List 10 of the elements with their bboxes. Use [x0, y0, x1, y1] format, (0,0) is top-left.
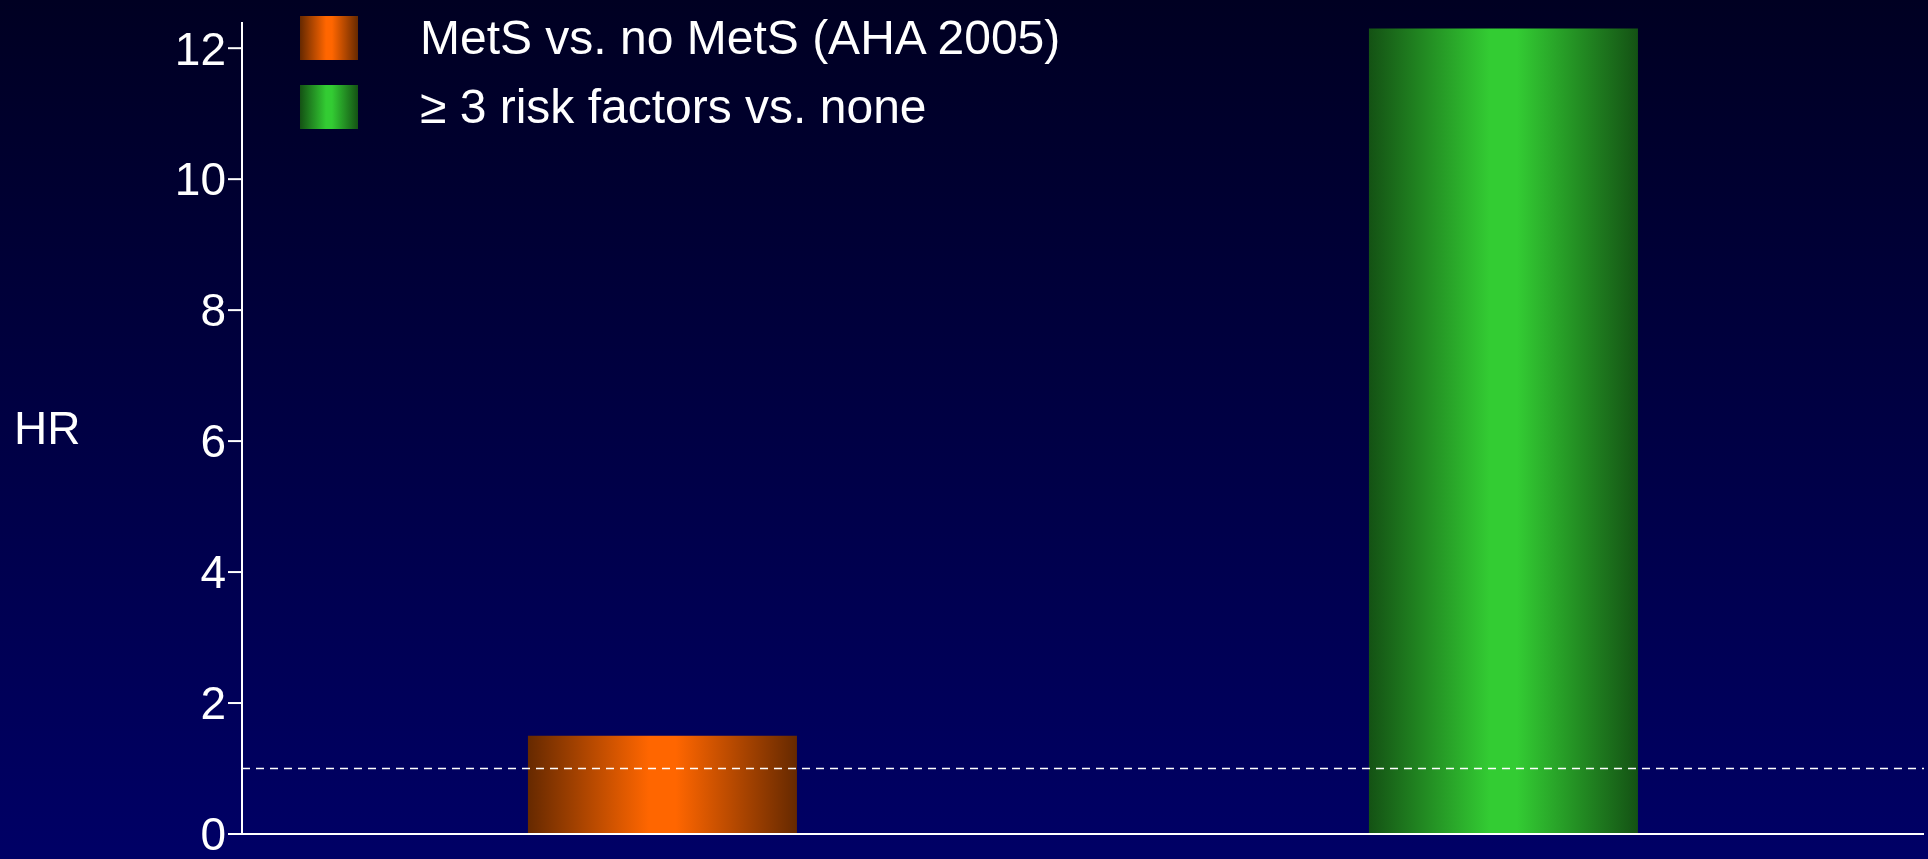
y-tick-label: 8: [200, 284, 226, 337]
y-tick-label: 4: [200, 546, 226, 599]
y-axis-title: HR: [14, 402, 81, 455]
legend-label: MetS vs. no MetS (AHA 2005): [420, 10, 1061, 65]
y-tick-label: 6: [200, 415, 226, 468]
y-tick-label: 12: [174, 22, 226, 75]
y-tick-label: 2: [200, 677, 226, 730]
y-tick-label: 0: [200, 808, 226, 859]
legend-label: ≥ 3 risk factors vs. none: [420, 79, 927, 134]
y-tick-label: 10: [174, 153, 226, 206]
